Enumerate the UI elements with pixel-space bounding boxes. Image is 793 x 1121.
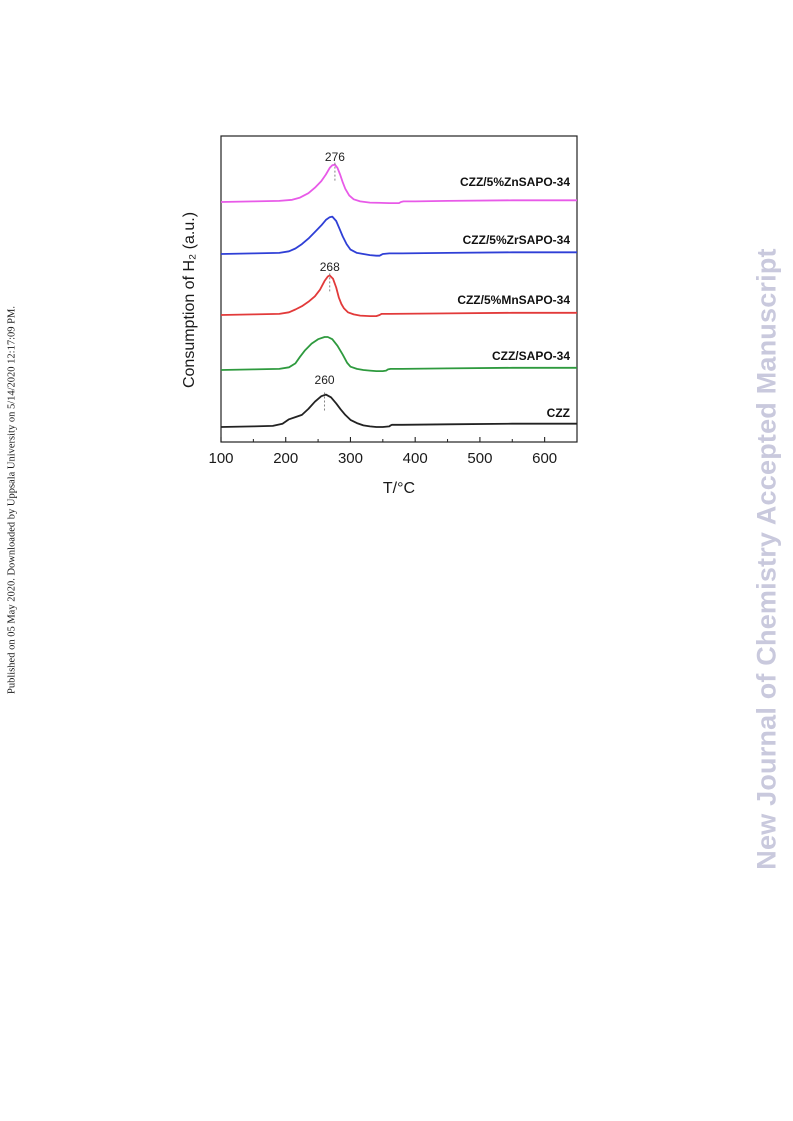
x-axis-tick-labels: 100 200 300 400 500 600	[208, 450, 557, 467]
x-tick-label-2: 300	[338, 450, 363, 467]
x-axis-ticks	[220, 437, 546, 442]
series-line-0	[220, 393, 577, 428]
series-line-3	[220, 215, 577, 257]
x-tick-label-0: 100	[208, 450, 233, 467]
series-line-4	[220, 163, 577, 204]
x-tick-label-5: 600	[532, 450, 557, 467]
peak-label-0: 260	[315, 373, 335, 387]
series-line-1	[220, 336, 577, 372]
y-axis-label: Consumption of H₂ (a.u.)	[181, 212, 198, 388]
series-label-3: CZZ/5%ZrSAPO-34	[463, 233, 571, 247]
series-label-4: CZZ/5%ZnSAPO-34	[460, 175, 570, 189]
series-group	[220, 163, 577, 428]
peak-label-4: 276	[325, 150, 345, 164]
series-label-2: CZZ/5%MnSAPO-34	[457, 293, 570, 307]
publication-note: Published on 05 May 2020. Downloaded by …	[6, 306, 18, 694]
series-line-2	[220, 274, 577, 317]
x-tick-label-3: 400	[403, 450, 428, 467]
plot-frame	[220, 135, 578, 443]
x-axis-label: T/°C	[383, 480, 415, 497]
peak-label-2: 268	[320, 260, 340, 274]
x-tick-label-4: 500	[467, 450, 492, 467]
series-label-0: CZZ	[547, 406, 570, 420]
journal-watermark: New Journal of Chemistry Accepted Manusc…	[751, 248, 782, 870]
peak-annotations: 260 268 276	[315, 150, 345, 411]
series-labels: CZZ CZZ/SAPO-34 CZZ/5%MnSAPO-34 CZZ/5%ZrSAP…	[457, 175, 570, 420]
x-tick-label-1: 200	[273, 450, 298, 467]
series-label-1: CZZ/SAPO-34	[492, 349, 570, 363]
